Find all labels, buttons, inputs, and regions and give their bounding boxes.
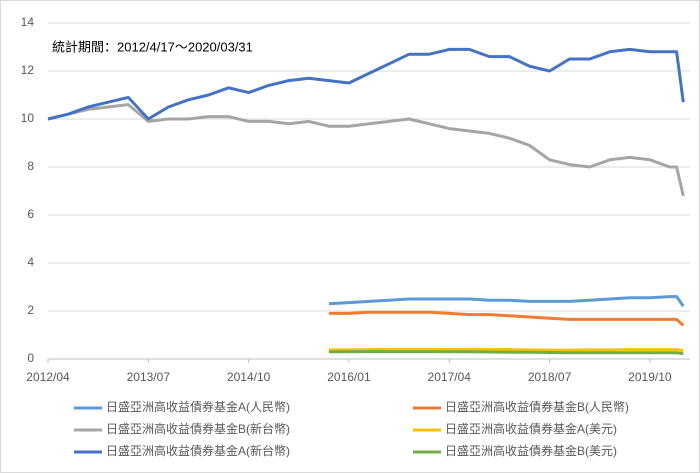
y-tick-label: 10 bbox=[21, 111, 35, 125]
y-tick-label: 6 bbox=[27, 207, 34, 221]
x-tick-label: 2014/10 bbox=[227, 370, 271, 384]
series-line bbox=[328, 295, 685, 308]
x-tick-label: 2017/04 bbox=[428, 370, 472, 384]
series-line bbox=[47, 103, 685, 197]
x-tick-label: 2012/04 bbox=[26, 370, 70, 384]
x-tick-label: 2019/10 bbox=[628, 370, 672, 384]
y-tick-label: 14 bbox=[21, 15, 35, 29]
legend-label: 日盛亞洲高收益債券基金A(人民幣) bbox=[106, 399, 290, 414]
x-tick-label: 2018/07 bbox=[528, 370, 572, 384]
y-tick-label: 2 bbox=[27, 303, 34, 317]
legend-label: 日盛亞洲高收益債券基金B(美元) bbox=[445, 443, 617, 458]
series-line bbox=[328, 310, 685, 327]
legend-label: 日盛亞洲高收益債券基金A(新台幣) bbox=[106, 443, 290, 458]
series-line bbox=[47, 47, 685, 121]
legend-label: 日盛亞洲高收益債券基金B(人民幣) bbox=[445, 399, 629, 414]
legend-label: 日盛亞洲高收益債券基金A(美元) bbox=[445, 421, 617, 436]
y-tick-label: 4 bbox=[27, 255, 34, 269]
annotation: 統計期間：2012/4/17～2020/03/31 bbox=[52, 39, 253, 54]
legend-label: 日盛亞洲高收益債券基金B(新台幣) bbox=[106, 421, 290, 436]
x-tick-label: 2016/01 bbox=[327, 370, 371, 384]
series-line bbox=[328, 347, 684, 353]
y-tick-label: 0 bbox=[27, 351, 34, 365]
y-tick-label: 8 bbox=[27, 159, 34, 173]
y-tick-label: 12 bbox=[21, 63, 35, 77]
series-line bbox=[328, 350, 684, 356]
x-tick-label: 2013/07 bbox=[127, 370, 171, 384]
